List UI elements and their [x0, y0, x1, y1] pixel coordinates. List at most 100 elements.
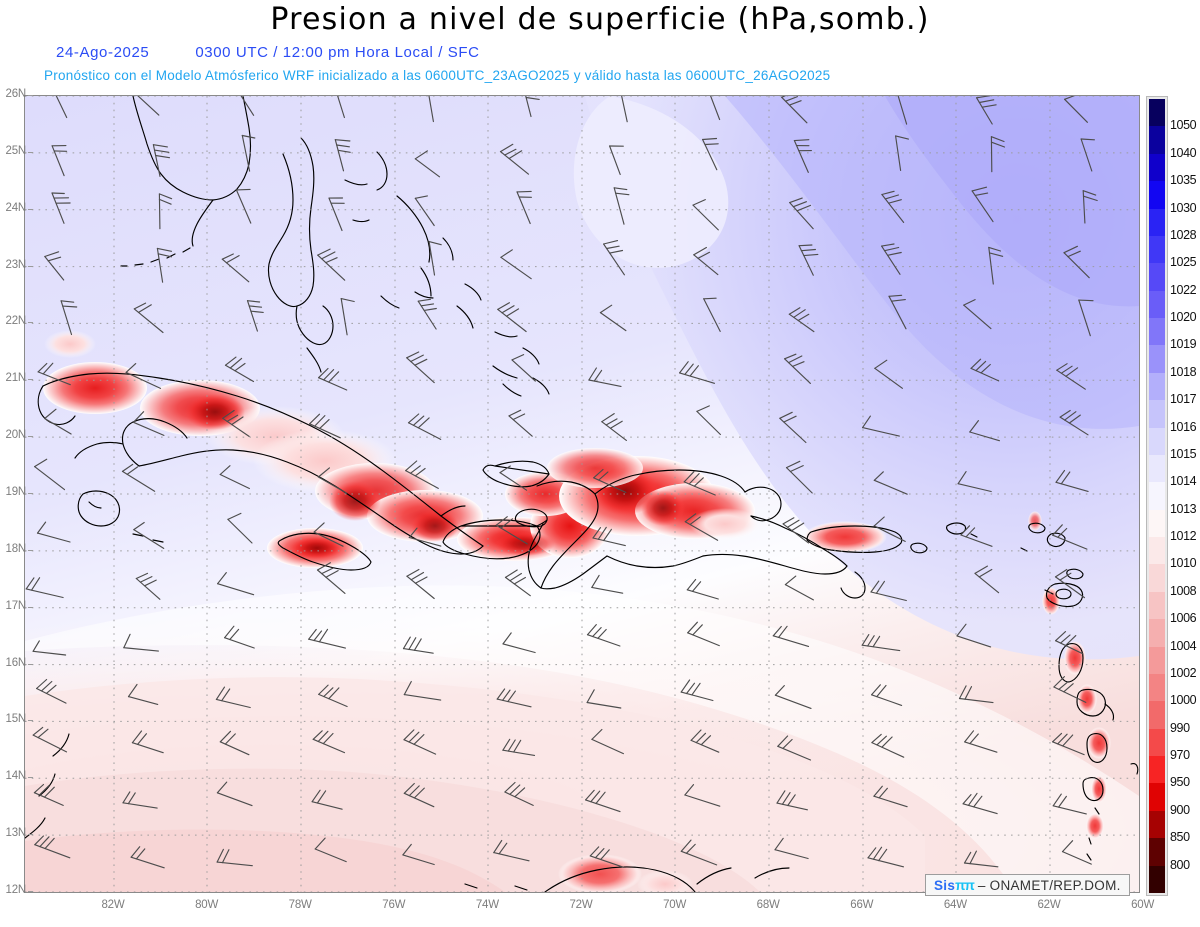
wind-barb-feather — [685, 843, 696, 854]
map-canvas[interactable] — [24, 95, 1140, 893]
lon-tick-label: 64W — [943, 899, 967, 911]
colorbar-tick: 1008 — [1170, 583, 1197, 598]
colorbar-tick: 900 — [1170, 802, 1190, 817]
wind-barb-feather — [870, 580, 880, 593]
wind-barb-feather — [585, 789, 595, 801]
wind-barb-feather — [139, 576, 153, 583]
wind-barb-feather — [410, 465, 421, 474]
wind-barb-feather — [786, 519, 800, 528]
wind-barb-feather — [597, 526, 607, 540]
lat-tick-mark — [28, 834, 33, 836]
wind-barb-feather — [428, 241, 442, 246]
wind-barb-feather — [881, 190, 895, 196]
colorbar-swatch — [1149, 537, 1165, 565]
wind-barb-feather — [511, 354, 525, 361]
wind-barb-feather — [340, 298, 355, 303]
wind-barb-shaft — [34, 844, 71, 859]
wind-barb-shaft — [525, 96, 532, 118]
wind-barb-feather — [609, 420, 623, 429]
wind-barb-feather — [314, 415, 326, 427]
wind-barb-feather — [318, 367, 329, 379]
wind-barb-shaft — [684, 521, 719, 541]
wind-barb-feather — [591, 728, 603, 740]
wind-barb-feather — [317, 248, 331, 256]
wind-barb-feather — [1060, 471, 1071, 485]
wind-barb-feather — [157, 253, 173, 258]
wind-barb-feather — [591, 574, 600, 588]
wind-barb-feather — [1058, 795, 1067, 808]
lat-tick-mark — [28, 322, 33, 324]
wind-barb-feather — [499, 143, 514, 153]
wind-barb-feather — [500, 518, 514, 529]
wind-barb-feather — [402, 636, 411, 650]
wind-barb-feather — [241, 134, 256, 139]
wind-barb-feather — [405, 460, 418, 472]
wind-barb-feather — [499, 465, 511, 474]
wind-barb-feather — [417, 417, 430, 429]
lat-tick-mark — [28, 606, 33, 608]
wind-barb-feather — [321, 251, 336, 260]
wind-barb-feather — [42, 362, 54, 375]
subtitle-datetime: 24-Ago-2025 0300 UTC / 12:00 pm Hora Loca… — [56, 44, 480, 61]
wind-barb-shaft — [874, 367, 903, 389]
wind-barb-feather — [1080, 138, 1095, 141]
wind-barb-feather — [221, 688, 231, 702]
wind-barb-feather — [493, 839, 503, 854]
wind-barb-feather — [690, 729, 702, 741]
wind-barb-shaft — [873, 479, 908, 495]
wind-barb-shaft — [1061, 851, 1092, 865]
subtitle-model: Pronóstico con el Modelo Atmósferico WRF… — [44, 68, 831, 83]
wind-barb-feather — [598, 471, 609, 481]
wind-barb-feather — [862, 415, 871, 429]
wind-barb-feather — [615, 192, 630, 196]
wind-barb-feather — [227, 512, 242, 520]
wind-barb-shaft — [314, 848, 347, 863]
wind-barb-shaft — [240, 96, 255, 116]
colorbar-swatch — [1149, 865, 1165, 893]
wind-barb-feather — [703, 297, 717, 300]
wind-barb-feather — [44, 408, 57, 420]
wind-barb-feather — [1062, 734, 1074, 747]
colorbar-swatch — [1149, 701, 1165, 729]
wind-barb-feather — [689, 516, 701, 525]
colorbar-swatch — [1149, 99, 1165, 127]
colorbar-tick: 850 — [1170, 830, 1190, 845]
wind-barb-feather — [872, 635, 881, 648]
wind-barb-shaft — [402, 854, 435, 866]
wind-barb-feather — [971, 186, 988, 192]
wind-barb-feather — [34, 458, 48, 468]
lon-tick-label: 80W — [195, 899, 219, 911]
wind-barb-feather — [508, 409, 522, 417]
wind-barb-feather — [687, 621, 698, 634]
wind-barb-feather — [221, 253, 234, 260]
wind-barb-feather — [592, 627, 602, 638]
wind-barb-feather — [788, 100, 802, 106]
wind-barb-feather — [246, 300, 261, 303]
wind-barb-feather — [337, 149, 351, 153]
wind-barb-feather — [319, 419, 330, 429]
wind-barb-feather — [890, 299, 906, 302]
wind-barb-shaft — [32, 734, 68, 753]
wind-barb-feather — [784, 575, 797, 586]
wind-barb-feather — [137, 733, 147, 745]
wind-barb-feather — [217, 572, 227, 585]
wind-barb-feather — [158, 193, 173, 200]
wind-barb-shaft — [511, 359, 536, 382]
wind-barb-feather — [876, 735, 887, 746]
colorbar-tick: 1020 — [1170, 310, 1197, 325]
wind-barb-feather — [408, 637, 417, 651]
wind-barb-feather — [700, 735, 712, 746]
lon-tick-label: 74W — [475, 899, 499, 911]
pressure-colorbar[interactable] — [1146, 96, 1168, 896]
colorbar-swatch — [1149, 290, 1165, 318]
wind-barb-feather — [153, 149, 170, 153]
wind-barb-feather — [328, 687, 340, 700]
wind-barb-shaft — [897, 96, 908, 125]
lat-tick-label: 19N — [5, 486, 27, 498]
wind-barb-feather — [797, 313, 810, 322]
wind-barb-feather — [785, 96, 798, 102]
lat-tick-label: 15N — [5, 713, 27, 726]
wind-barb-feather — [693, 246, 707, 256]
lon-tick-label: 60W — [1131, 899, 1155, 911]
lat-tick-label: 12N — [5, 884, 27, 896]
